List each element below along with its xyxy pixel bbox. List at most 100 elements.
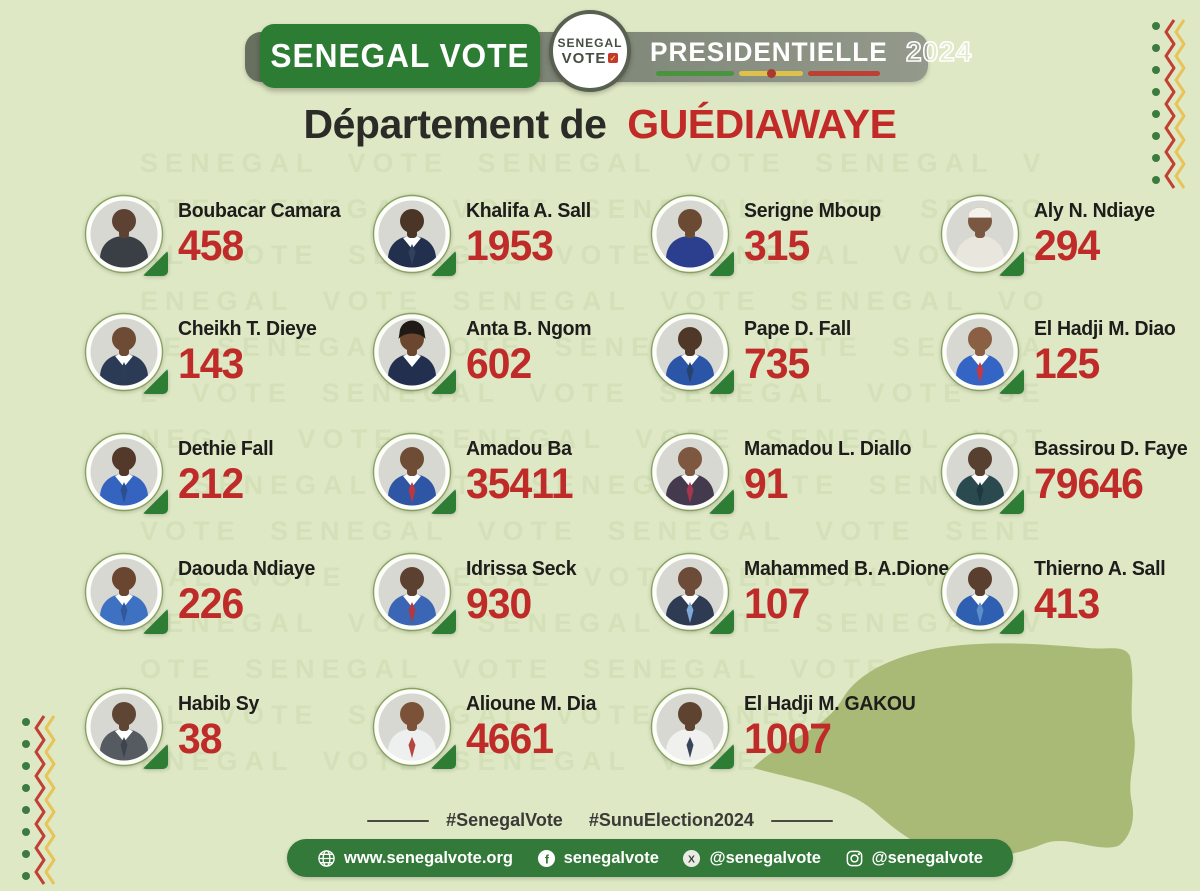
candidate-info: El Hadji M. Diao 125: [1034, 317, 1183, 387]
candidate-info: Alioune M. Dia 4661: [466, 692, 603, 762]
candidate-votes: 1953: [466, 222, 554, 271]
candidate-card: Anta B. Ngom 602: [372, 304, 650, 400]
candidate-card: Amadou Ba 35411: [372, 424, 650, 520]
candidate-photo: [84, 194, 168, 276]
candidate-name: Bassirou D. Faye: [1034, 437, 1188, 461]
candidate-avatar-image: [372, 687, 452, 767]
candidate-card: Mahammed B. A.Dione 107: [650, 544, 949, 640]
candidate-info: Aly N. Ndiaye 294: [1034, 199, 1161, 269]
banner-title: PRESIDENTIELLE: [650, 37, 888, 67]
candidate-info: Mahammed B. A.Dione 107: [744, 557, 949, 629]
candidate-photo: [84, 687, 168, 769]
map-silhouette: [753, 643, 1135, 858]
candidate-info: Serigne Mboup 315: [744, 199, 888, 269]
flag-yellow-segment: [739, 69, 803, 78]
candidate-photo: [372, 194, 456, 276]
candidate-name: El Hadji M. Diao: [1034, 317, 1176, 341]
candidate-name: Alioune M. Dia: [466, 692, 597, 716]
social-link-instagram[interactable]: @senegalvote: [845, 849, 983, 868]
candidate-info: Idrissa Seck 930: [466, 557, 582, 627]
zigzag-decoration-right: [1152, 19, 1186, 189]
candidate-votes: 79646: [1034, 460, 1144, 509]
candidate-name: Thierno A. Sall: [1034, 557, 1166, 581]
candidate-card: Pape D. Fall 735: [650, 304, 940, 400]
flag-star-dot: [766, 69, 776, 78]
senegal-vote-logo: SENEGAL VOTE ✓: [549, 10, 631, 92]
candidate-name: Anta B. Ngom: [466, 317, 592, 341]
candidate-card: El Hadji M. Diao 125: [940, 304, 1184, 400]
svg-text:X: X: [689, 854, 696, 865]
candidate-votes: 458: [178, 222, 244, 271]
page-title-prefix: Département de: [303, 101, 607, 147]
candidate-avatar-image: [372, 312, 452, 392]
social-link-label: www.senegalvote.org: [344, 848, 514, 867]
candidate-votes: 212: [178, 460, 244, 509]
candidate-name: Amadou Ba: [466, 437, 572, 461]
candidate-avatar-image: [650, 432, 730, 512]
ballot-box-icon: ✓: [608, 53, 619, 63]
social-link-facebook[interactable]: f senegalvote: [537, 849, 659, 868]
social-link-x[interactable]: X @senegalvote: [682, 848, 821, 868]
candidate-avatar-image: [650, 552, 730, 632]
candidate-votes: 1007: [744, 715, 832, 764]
flag-red-segment: [808, 71, 880, 76]
candidate-card: Bassirou D. Faye 79646: [940, 424, 1188, 520]
candidate-info: Boubacar Camara 458: [178, 199, 349, 269]
candidate-info: Dethie Fall 212: [178, 437, 278, 507]
dots-column: [22, 718, 30, 880]
candidate-photo: [372, 432, 456, 514]
flag-stripe: [656, 69, 880, 78]
candidate-name: Dethie Fall: [178, 437, 274, 461]
logo-text-line2: VOTE ✓: [561, 49, 619, 67]
candidate-card: Serigne Mboup 315: [650, 186, 940, 282]
candidate-avatar-image: [940, 552, 1020, 632]
candidate-votes: 315: [744, 222, 810, 271]
candidate-name: Habib Sy: [178, 692, 260, 716]
candidate-photo: [84, 552, 168, 634]
brand-badge: SENEGAL VOTE: [260, 24, 540, 88]
candidate-card: Idrissa Seck 930: [372, 544, 650, 640]
social-link-globe[interactable]: www.senegalvote.org: [317, 849, 513, 868]
social-link-label: @senegalvote: [871, 848, 983, 867]
candidate-card: Habib Sy 38: [84, 679, 372, 775]
banner-title-row: PRESIDENTIELLE 2024: [650, 35, 972, 68]
facebook-icon: f: [537, 849, 555, 867]
flag-green-segment: [656, 71, 734, 76]
social-link-label: @senegalvote: [709, 848, 821, 867]
candidate-avatar-image: [650, 194, 730, 274]
candidate-name: Serigne Mboup: [744, 199, 881, 223]
candidate-avatar-image: [84, 194, 164, 274]
candidate-photo: [940, 432, 1024, 514]
social-links-bar: www.senegalvote.org f senegalvote X @senegal…: [287, 839, 1013, 877]
candidate-photo: [84, 312, 168, 394]
hashtags-row: #SenegalVote #SunuElection2024: [0, 810, 1200, 831]
social-link-label: senegalvote: [563, 848, 659, 867]
candidate-info: Anta B. Ngom 602: [466, 317, 598, 387]
zigzag-decoration-left: [22, 715, 56, 885]
candidate-info: Amadou Ba 35411: [466, 437, 578, 507]
candidate-photo: [650, 552, 734, 634]
candidate-votes: 143: [178, 340, 244, 389]
candidate-name: Pape D. Fall: [744, 317, 851, 341]
candidate-avatar-image: [84, 552, 164, 632]
candidate-info: Thierno A. Sall 413: [1034, 557, 1172, 627]
hashtag-divider-right: [770, 819, 833, 822]
candidates-grid: Boubacar Camara 458 Khalifa A. Sall 1953…: [84, 186, 1188, 819]
candidate-name: Mahammed B. A.Dione: [744, 557, 949, 581]
candidate-avatar-image: [650, 687, 730, 767]
candidate-name: Mamadou L. Diallo: [744, 437, 912, 461]
candidate-card: Boubacar Camara 458: [84, 186, 372, 282]
candidate-card: Alioune M. Dia 4661: [372, 679, 650, 775]
candidate-avatar-image: [940, 312, 1020, 392]
candidate-photo: [650, 194, 734, 276]
brand-badge-label: SENEGAL VOTE: [270, 37, 530, 74]
page-title: Département de GUÉDIAWAYE: [0, 101, 1200, 148]
candidate-avatar-image: [650, 312, 730, 392]
candidate-avatar-image: [84, 312, 164, 392]
candidate-votes: 602: [466, 340, 532, 389]
candidate-votes: 413: [1034, 580, 1100, 629]
candidate-votes: 107: [744, 580, 810, 629]
candidate-name: Cheikh T. Dieye: [178, 317, 317, 341]
logo-text-line1: SENEGAL: [557, 35, 623, 50]
candidate-photo: [940, 312, 1024, 394]
